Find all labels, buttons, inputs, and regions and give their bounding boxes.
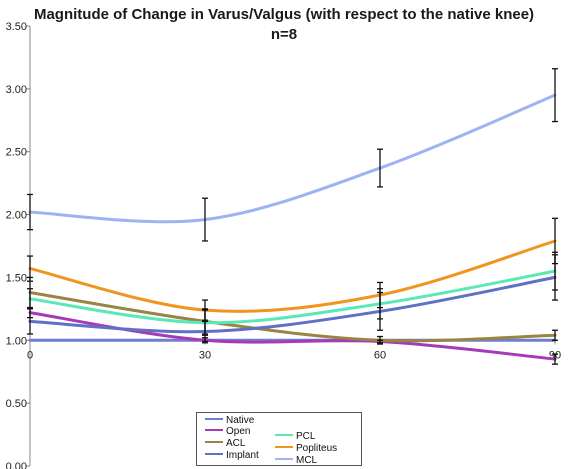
x-tick-label: 30: [199, 349, 211, 361]
legend-swatch: [275, 446, 293, 449]
y-tick-label: 0.50: [6, 398, 27, 410]
legend-label: Native: [226, 415, 255, 426]
legend-item-mcl: MCL: [275, 455, 317, 467]
x-tick-label: 0: [27, 349, 33, 361]
legend-swatch: [275, 434, 293, 437]
legend-swatch: [205, 418, 223, 421]
y-tick-label: 3.00: [6, 84, 27, 96]
legend-label: MCL: [296, 455, 318, 466]
legend-label: Implant: [226, 450, 259, 461]
legend-item-native: Native: [205, 415, 254, 427]
legend-item-implant: Implant: [205, 450, 259, 462]
y-tick-label: 0.00: [6, 461, 27, 469]
series-line-popliteus: [28, 239, 557, 313]
legend-swatch: [205, 441, 223, 444]
legend-label: PCL: [296, 431, 316, 442]
series-line-implant: [28, 275, 557, 334]
series-line-open: [28, 311, 557, 361]
y-tick-label: 1.00: [6, 335, 27, 347]
y-tick-label: 2.50: [6, 147, 27, 159]
legend-item-pcl: PCL: [275, 431, 315, 443]
chart-title: Magnitude of Change in Varus/Valgus (wit…: [33, 6, 535, 23]
legend-item-popliteus: Popliteus: [275, 443, 337, 455]
series-line-acl: [28, 291, 557, 343]
legend-swatch: [205, 453, 223, 456]
chart-subtitle: n=8: [270, 26, 298, 43]
legend-label: Popliteus: [296, 443, 338, 454]
legend: Native Open ACL Implant PCL Popliteus MCL: [196, 412, 362, 466]
y-tick-label: 3.50: [6, 21, 27, 33]
y-tick-label: 1.50: [6, 272, 27, 284]
legend-label: ACL: [226, 438, 246, 449]
series-line-mcl: [28, 93, 557, 224]
series-line-pcl: [28, 269, 557, 325]
legend-item-acl: ACL: [205, 438, 245, 450]
legend-swatch: [205, 429, 223, 432]
legend-swatch: [275, 458, 293, 461]
x-tick-label: 60: [374, 349, 386, 361]
legend-item-open: Open: [205, 426, 250, 438]
legend-label: Open: [226, 426, 251, 437]
y-tick-label: 2.00: [6, 210, 27, 222]
